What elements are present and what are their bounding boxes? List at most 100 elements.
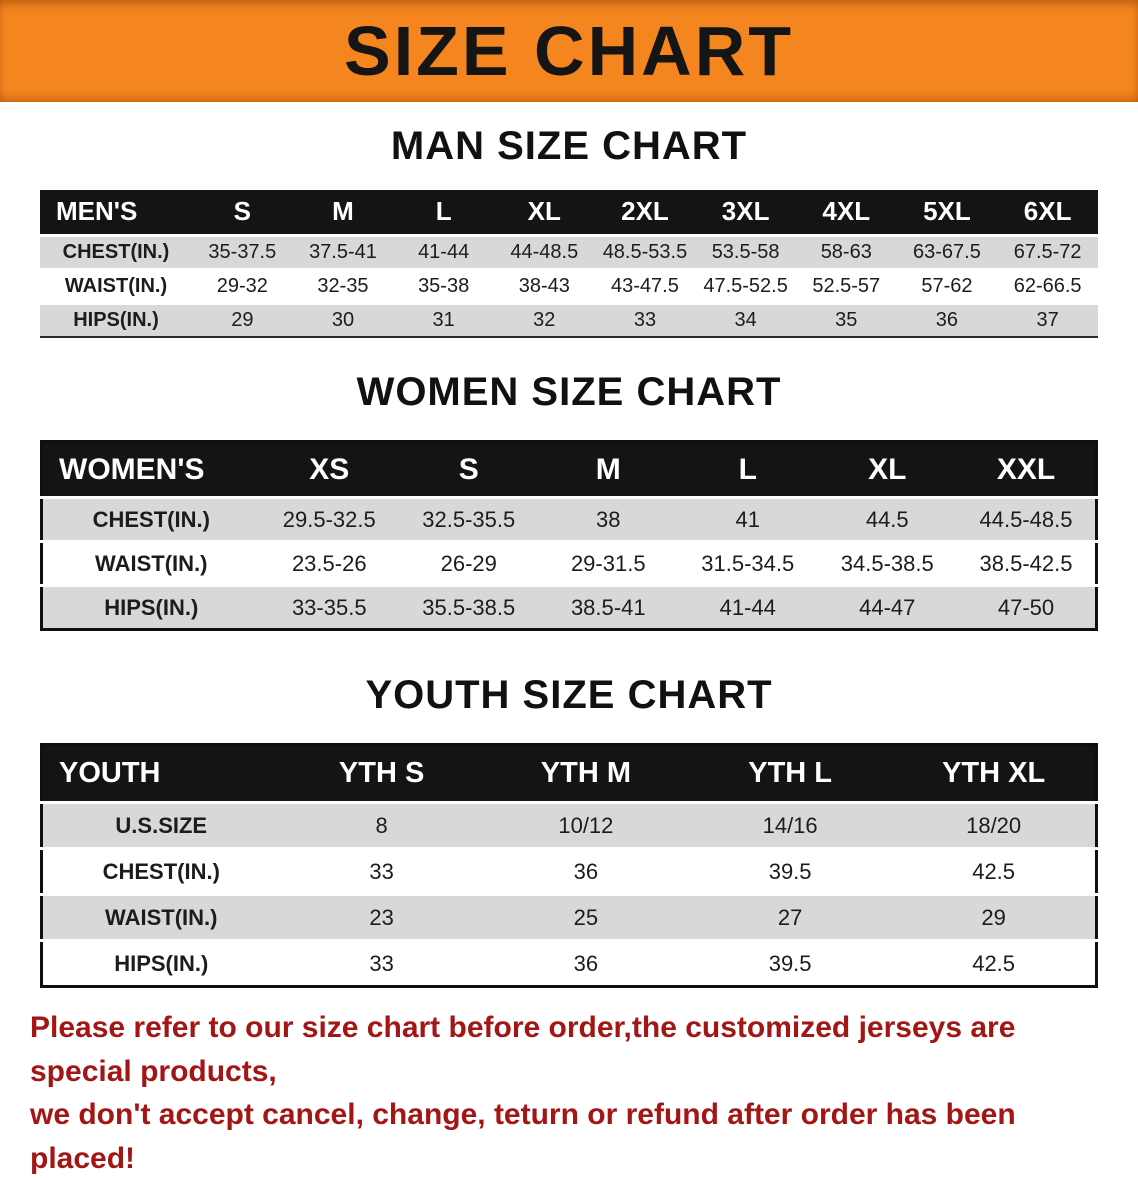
measure-value: 44.5 (817, 496, 957, 542)
measure-value: 25 (483, 893, 688, 941)
measure-value: 58-63 (795, 233, 897, 269)
measure-value: 34 (695, 301, 796, 337)
row-group-label: MEN'S (40, 190, 192, 235)
measure-value: 37.5-41 (292, 233, 394, 269)
measure-value: 47.5-52.5 (695, 267, 796, 303)
men-size-table: MEN'S S M L XL 2XL 3XL 4XL 5XL 6XL CHEST(IN.) 35-37… (40, 190, 1098, 338)
measure-value: 62-66.5 (997, 267, 1098, 303)
header-row: MEN'S S M L XL 2XL 3XL 4XL 5XL 6XL (40, 190, 1098, 235)
measure-value: 42.5 (892, 939, 1097, 987)
measure-value: 38.5-42.5 (957, 540, 1097, 586)
measure-value: 31 (393, 301, 494, 337)
header-row: WOMEN'S XS S M L XL XXL (41, 441, 1097, 498)
measure-value: 8 (279, 801, 484, 849)
measure-value: 44-47 (817, 584, 957, 630)
measure-value: 53.5-58 (695, 233, 796, 269)
size-column-header: XL (817, 441, 957, 498)
measure-value: 67.5-72 (997, 233, 1098, 269)
size-column-header: M (538, 441, 678, 498)
measure-label: CHEST(IN.) (41, 496, 260, 542)
measure-value: 14/16 (688, 801, 893, 849)
size-column-header: S (399, 441, 539, 498)
measure-value: 36 (483, 939, 688, 987)
size-column-header: 3XL (695, 190, 796, 235)
table-row: CHEST(IN.) 29.5-32.5 32.5-35.5 38 41 44.5 44.5… (41, 496, 1097, 542)
measure-value: 36 (896, 301, 998, 337)
measure-value: 10/12 (483, 801, 688, 849)
measure-value: 32-35 (292, 267, 394, 303)
measure-value: 47-50 (957, 584, 1097, 630)
row-group-label: WOMEN'S (41, 441, 260, 498)
size-column-header: YTH S (279, 744, 484, 803)
table-row: WAIST(IN.) 23.5-26 26-29 29-31.5 31.5-34.5 34… (41, 540, 1097, 586)
measure-value: 57-62 (896, 267, 998, 303)
men-chart-heading: MAN SIZE CHART (390, 124, 748, 168)
size-column-header: L (393, 190, 494, 235)
size-column-header: L (678, 441, 818, 498)
measure-label: U.S.SIZE (41, 801, 280, 849)
table-row: WAIST(IN.) 29-32 32-35 35-38 38-43 43-47.5 47.… (40, 267, 1098, 303)
banner: SIZE CHART (0, 0, 1138, 102)
measure-value: 33 (279, 847, 484, 895)
youth-size-table: YOUTH YTH S YTH M YTH L YTH XL U.S.SIZE 8 10/12… (40, 743, 1098, 988)
measure-label: WAIST(IN.) (40, 267, 192, 303)
size-column-header: YTH M (483, 744, 688, 803)
size-column-header: YTH XL (892, 744, 1097, 803)
measure-label: HIPS(IN.) (40, 301, 192, 337)
measure-value: 38.5-41 (538, 584, 678, 630)
measure-value: 39.5 (688, 847, 893, 895)
measure-label: WAIST(IN.) (41, 893, 280, 941)
youth-chart-heading: YOUTH SIZE CHART (365, 673, 773, 717)
measure-label: WAIST(IN.) (41, 540, 260, 586)
table-row: HIPS(IN.) 29 30 31 32 33 34 35 36 37 (40, 301, 1098, 337)
measure-value: 26-29 (399, 540, 539, 586)
measure-label: CHEST(IN.) (40, 233, 192, 269)
disclaimer-line-2: we don't accept cancel, change, teturn o… (30, 1098, 1016, 1175)
measure-value: 48.5-53.5 (594, 233, 696, 269)
measure-label: HIPS(IN.) (41, 939, 280, 987)
table-row: CHEST(IN.) 35-37.5 37.5-41 41-44 44-48.5 48.5… (40, 233, 1098, 269)
measure-label: HIPS(IN.) (41, 584, 260, 630)
measure-value: 29 (192, 301, 293, 337)
youth-size-section: YOUTH SIZE CHART YOUTH YTH S YTH M YTH L YTH… (0, 671, 1138, 988)
measure-value: 38-43 (493, 267, 595, 303)
size-column-header: XXL (957, 441, 1097, 498)
measure-value: 52.5-57 (795, 267, 897, 303)
measure-value: 32.5-35.5 (399, 496, 539, 542)
disclaimer: Please refer to our size chart before or… (0, 1006, 1138, 1180)
size-column-header: M (292, 190, 394, 235)
measure-value: 44.5-48.5 (957, 496, 1097, 542)
size-column-header: 2XL (594, 190, 696, 235)
measure-value: 63-67.5 (896, 233, 998, 269)
table-row: HIPS(IN.) 33-35.5 35.5-38.5 38.5-41 41-44 44-… (41, 584, 1097, 630)
measure-value: 23.5-26 (259, 540, 399, 586)
measure-value: 29-32 (192, 267, 293, 303)
size-column-header: S (192, 190, 293, 235)
size-column-header: YTH L (688, 744, 893, 803)
size-column-header: XS (259, 441, 399, 498)
measure-value: 41 (678, 496, 818, 542)
measure-value: 29.5-32.5 (259, 496, 399, 542)
page-title: SIZE CHART (344, 12, 794, 90)
measure-value: 35-38 (393, 267, 494, 303)
women-size-section: WOMEN SIZE CHART WOMEN'S XS S M L XL XXL CHEST(… (0, 368, 1138, 631)
women-chart-heading: WOMEN SIZE CHART (356, 370, 782, 414)
measure-value: 33-35.5 (259, 584, 399, 630)
measure-value: 38 (538, 496, 678, 542)
size-column-header: 6XL (997, 190, 1098, 235)
measure-value: 18/20 (892, 801, 1097, 849)
measure-label: CHEST(IN.) (41, 847, 280, 895)
measure-value: 29-31.5 (538, 540, 678, 586)
women-size-table: WOMEN'S XS S M L XL XXL CHEST(IN.) 29.5-32.5 32.5… (40, 440, 1098, 631)
measure-value: 30 (292, 301, 394, 337)
measure-value: 33 (279, 939, 484, 987)
disclaimer-line-1: Please refer to our size chart before or… (30, 1011, 1016, 1088)
table-row: HIPS(IN.) 33 36 39.5 42.5 (41, 939, 1097, 987)
table-row: WAIST(IN.) 23 25 27 29 (41, 893, 1097, 941)
measure-value: 27 (688, 893, 893, 941)
measure-value: 36 (483, 847, 688, 895)
size-column-header: XL (493, 190, 595, 235)
table-row: U.S.SIZE 8 10/12 14/16 18/20 (41, 801, 1097, 849)
size-column-header: 4XL (795, 190, 897, 235)
measure-value: 33 (594, 301, 696, 337)
